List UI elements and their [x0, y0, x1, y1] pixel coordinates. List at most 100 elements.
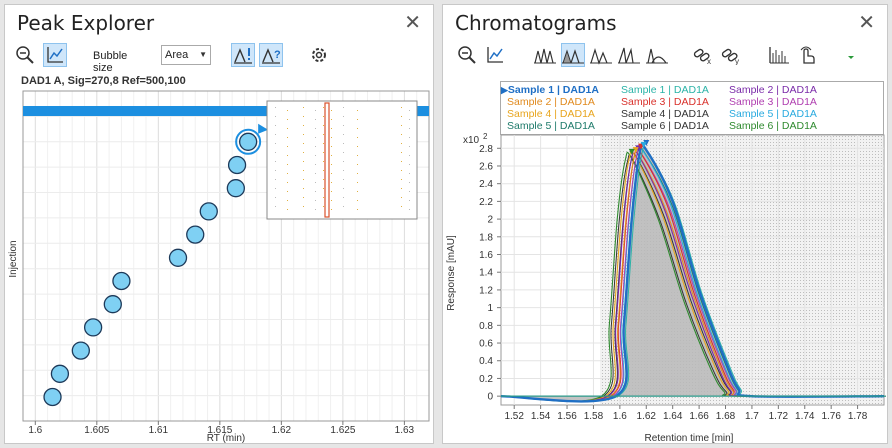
- injection-bubble[interactable]: [227, 155, 247, 175]
- injection-bubble[interactable]: [168, 248, 188, 267]
- chromatogram-trace[interactable]: [500, 144, 885, 402]
- legend-item[interactable]: Sample 2 | DAD1A: [507, 96, 595, 108]
- inset-trace-dot: [315, 110, 316, 111]
- injection-bubble[interactable]: [83, 318, 103, 337]
- peak-apex-marker[interactable]: [632, 147, 639, 154]
- y-tick-label: 2: [487, 215, 493, 226]
- stacked-peaks-icon[interactable]: [561, 43, 585, 67]
- bubble-size-select[interactable]: Area ▼: [161, 45, 211, 65]
- legend-item[interactable]: Sample 1 | DAD1A: [621, 84, 709, 96]
- legend-label: Sample 6 | DAD1A: [729, 120, 817, 132]
- legend-item[interactable]: Sample 3 | DAD1A: [621, 96, 709, 108]
- legend-item[interactable]: ▶Sample 1 | DAD1A: [501, 84, 599, 96]
- legend-label: Sample 2 | DAD1A: [729, 84, 817, 96]
- inset-trace-dot: [357, 164, 358, 165]
- legend-selected-icon: ▶: [501, 85, 508, 95]
- selection-band[interactable]: [23, 106, 429, 116]
- spectrum-icon[interactable]: [767, 43, 791, 67]
- tilted-peaks-icon[interactable]: [617, 43, 641, 67]
- link-y-icon[interactable]: y: [719, 43, 743, 67]
- overlay-peaks-icon[interactable]: [533, 43, 557, 67]
- chromatogram-chart[interactable]: 00.20.40.60.811.21.41.61.822.22.42.62.8 …: [443, 133, 887, 443]
- chromatogram-trace[interactable]: [500, 151, 885, 402]
- zoom-out-icon[interactable]: [13, 43, 37, 67]
- settings-gear-icon[interactable]: [307, 43, 331, 67]
- inset-trace-dot: [275, 197, 276, 198]
- legend-item[interactable]: Sample 6 | DAD1A: [729, 120, 817, 132]
- injection-bubble[interactable]: [226, 179, 245, 198]
- chromatograms-close-icon[interactable]: ✕: [858, 12, 875, 34]
- chromatogram-trace[interactable]: [502, 150, 886, 402]
- peak-apex-marker[interactable]: [640, 141, 647, 148]
- legend-item[interactable]: Sample 6 | DAD1A: [621, 120, 709, 132]
- link-x-icon[interactable]: x: [691, 43, 715, 67]
- inset-trace-dot: [401, 161, 402, 162]
- chromatogram-trace[interactable]: [500, 142, 885, 403]
- injection-bubble[interactable]: [71, 341, 90, 360]
- injection-bubble[interactable]: [50, 364, 70, 383]
- inset-trace-dot: [287, 173, 288, 174]
- legend-item[interactable]: Sample 5 | DAD1A: [507, 120, 595, 132]
- injection-bubble[interactable]: [238, 132, 258, 151]
- chart-view-icon[interactable]: [483, 43, 507, 67]
- peak-apex-marker[interactable]: [643, 140, 650, 147]
- x-tick-label: 1.76: [821, 411, 841, 422]
- peak-inset: [266, 100, 418, 220]
- inset-trace-dot: [323, 152, 324, 153]
- legend-label: Sample 1 | DAD1A: [621, 84, 709, 96]
- y-tick-label: 2.6: [479, 161, 493, 172]
- legend-item[interactable]: Sample 5 | DAD1A: [729, 108, 817, 120]
- waterfall-peaks-icon[interactable]: [645, 43, 669, 67]
- inset-trace-dot: [315, 209, 316, 210]
- inset-trace-dot: [343, 152, 344, 153]
- inset-trace-dot: [287, 200, 288, 201]
- x-tick-label: 1.605: [84, 425, 109, 436]
- inset-trace-dot: [315, 119, 316, 120]
- more-dropdown-icon[interactable]: [839, 43, 863, 67]
- injection-bubble[interactable]: [112, 271, 131, 291]
- inset-trace-dot: [409, 209, 410, 210]
- inset-trace-dot: [343, 206, 344, 207]
- pan-hand-icon[interactable]: [795, 43, 819, 67]
- injection-bubble[interactable]: [186, 225, 205, 244]
- peak-alert-icon[interactable]: [231, 43, 255, 67]
- inset-trace-dot: [343, 179, 344, 180]
- legend-label: Sample 4 | DAD1A: [621, 108, 709, 120]
- x-tick-label: 1.74: [795, 411, 815, 422]
- inset-trace-dot: [303, 188, 304, 189]
- peak-question-icon[interactable]: ?: [259, 43, 283, 67]
- inset-trace-dot: [323, 188, 324, 189]
- chromatogram-trace[interactable]: [502, 154, 886, 402]
- injection-bubble[interactable]: [199, 202, 218, 221]
- y-tick-label: 0.2: [479, 374, 493, 385]
- chromatogram-trace[interactable]: [500, 150, 885, 402]
- x-tick-label: 1.68: [716, 411, 736, 422]
- injection-bubble[interactable]: [103, 295, 122, 314]
- legend-item[interactable]: Sample 4 | DAD1A: [621, 108, 709, 120]
- bubble-chart-icon[interactable]: [43, 43, 67, 67]
- chromatogram-trace[interactable]: [502, 152, 886, 402]
- legend-label: Sample 3 | DAD1A: [729, 96, 817, 108]
- zoom-out-icon[interactable]: [455, 43, 479, 67]
- peak-explorer-chart[interactable]: Injection 1.6 1.605 1.61 1.615 1.62 1.625 1.63…: [5, 89, 433, 443]
- inset-trace-dot: [303, 116, 304, 117]
- inset-trace-dot: [331, 155, 332, 156]
- chromatogram-trace[interactable]: [500, 148, 885, 402]
- x-tick-label: 1.63: [395, 425, 415, 436]
- inset-trace-dot: [357, 200, 358, 201]
- legend-item[interactable]: Sample 3 | DAD1A: [729, 96, 817, 108]
- legend-item[interactable]: Sample 2 | DAD1A: [729, 84, 817, 96]
- inset-trace-dot: [409, 164, 410, 165]
- peak-explorer-close-icon[interactable]: ✕: [404, 12, 421, 34]
- legend-item[interactable]: Sample 4 | DAD1A: [507, 108, 595, 120]
- selected-bubble-ring[interactable]: [235, 128, 262, 155]
- inset-trace-dot: [303, 179, 304, 180]
- peak-apex-marker[interactable]: [628, 148, 635, 155]
- injection-bubble[interactable]: [43, 387, 62, 407]
- inset-trace-dot: [315, 191, 316, 192]
- inset-trace-dot: [275, 125, 276, 126]
- inset-trace-dot: [287, 137, 288, 138]
- offset-peaks-icon[interactable]: [589, 43, 613, 67]
- inset-trace-dot: [409, 110, 410, 111]
- inset-trace-dot: [303, 107, 304, 108]
